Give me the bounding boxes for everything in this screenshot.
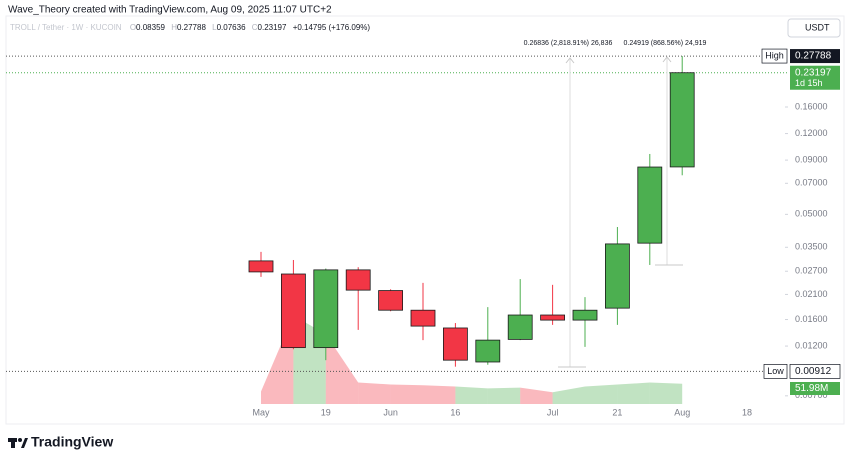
candle-body [248, 260, 274, 273]
arrow-head [662, 56, 672, 63]
ohlc-label: H [171, 23, 177, 32]
x-tick-label: Jun [383, 407, 398, 417]
volume-area [390, 384, 423, 404]
volume-area [520, 387, 553, 404]
symbol: TROLL / Tether · 1W · KUCOIN [10, 23, 122, 32]
y-tick-label: 0.07000 [795, 178, 828, 188]
candle-body [345, 269, 371, 291]
x-tick-label: Jul [547, 407, 559, 417]
candle-body [669, 72, 695, 168]
y-tick-label: 0.09000 [795, 154, 828, 164]
author-line: Wave_Theory created with TradingView.com… [8, 5, 332, 16]
measure-label: 0.24919 (868.56%) 24,919 [624, 40, 707, 47]
x-tick-label: 18 [742, 407, 752, 417]
y-tick-label: 0.00700 [795, 390, 828, 400]
logo-shape [21, 438, 28, 448]
currency: USDT [805, 22, 830, 32]
y-tick-label: 0.02100 [795, 289, 828, 299]
volume-area [423, 385, 456, 404]
y-tick-label: 0.05000 [795, 209, 828, 219]
ohlc-value: 0.07636 [217, 23, 246, 32]
last-value-box [790, 65, 840, 90]
logo-shape [18, 438, 22, 442]
low-value-box [789, 364, 841, 379]
y-tick-label: 0.16000 [795, 101, 828, 111]
brand: TradingView [31, 434, 113, 450]
candle-body [605, 243, 630, 309]
x-tick-label: 21 [612, 407, 622, 417]
low-tag [763, 364, 788, 379]
high-value-box [790, 49, 840, 64]
y-tick-label: 0.01600 [795, 314, 828, 324]
high-value: 0.27788 [795, 51, 832, 62]
low-value: 0.00912 [795, 366, 832, 377]
volume-area [617, 382, 650, 404]
ohlc-label: L [212, 23, 217, 32]
candle-body [313, 269, 339, 349]
x-tick-label: May [252, 407, 270, 417]
ohlc-value: 0.23197 [258, 23, 287, 32]
x-tick-label: 16 [450, 407, 460, 417]
x-tick-label: 19 [321, 407, 331, 417]
candle-body [410, 309, 436, 327]
chart-frame [5, 15, 845, 425]
y-tick-label: 0.01200 [795, 340, 828, 350]
plot: 0.00700 0.01200 0.01600 0.02100 0.02700 0.035… [6, 40, 841, 417]
measure-label: 0.26836 (2,818.91%) 26,836 [524, 40, 613, 47]
volume-value: 51.98M [795, 383, 828, 394]
change: +0.14795 (+176.09%) [293, 23, 371, 32]
y-tick-label: 0.02700 [795, 266, 828, 276]
volume-area [325, 334, 359, 404]
low-tag-text: Low [767, 366, 784, 376]
high-tag-text: High [765, 50, 784, 60]
volume-area [552, 386, 585, 404]
brand-logo [8, 438, 28, 448]
volume-area [455, 386, 488, 404]
candle-body [507, 314, 533, 340]
candle-body [280, 273, 306, 349]
candle-body [475, 339, 501, 363]
ohlc-label: O [130, 23, 136, 32]
candle-body [540, 314, 565, 321]
logo-shape [11, 438, 15, 448]
candle-body [637, 166, 663, 244]
last-value: 0.23197 [795, 67, 832, 78]
ohlc-value: 0.08359 [136, 23, 165, 32]
y-tick-label: 0.12000 [795, 128, 828, 138]
ohlc-value: 0.27788 [177, 23, 206, 32]
volume-area [649, 382, 683, 404]
arrow-head [565, 57, 575, 64]
x-tick-label: Aug [674, 407, 690, 417]
countdown: 1d 15h [795, 78, 823, 88]
volume-box [790, 382, 840, 395]
volume-area [585, 384, 618, 404]
symbol-line: TROLL / Tether · 1W · KUCOIN O0.08359 H0… [10, 23, 370, 32]
high-tag [761, 48, 788, 64]
ohlc-label: C [252, 23, 258, 32]
y-tick-label: 0.03500 [795, 242, 828, 252]
candle-body [378, 290, 404, 311]
candle-body [442, 327, 468, 361]
candle-body [572, 309, 598, 321]
volume-area [358, 382, 391, 404]
volume-area [487, 387, 521, 404]
currency-button[interactable] [787, 18, 841, 38]
